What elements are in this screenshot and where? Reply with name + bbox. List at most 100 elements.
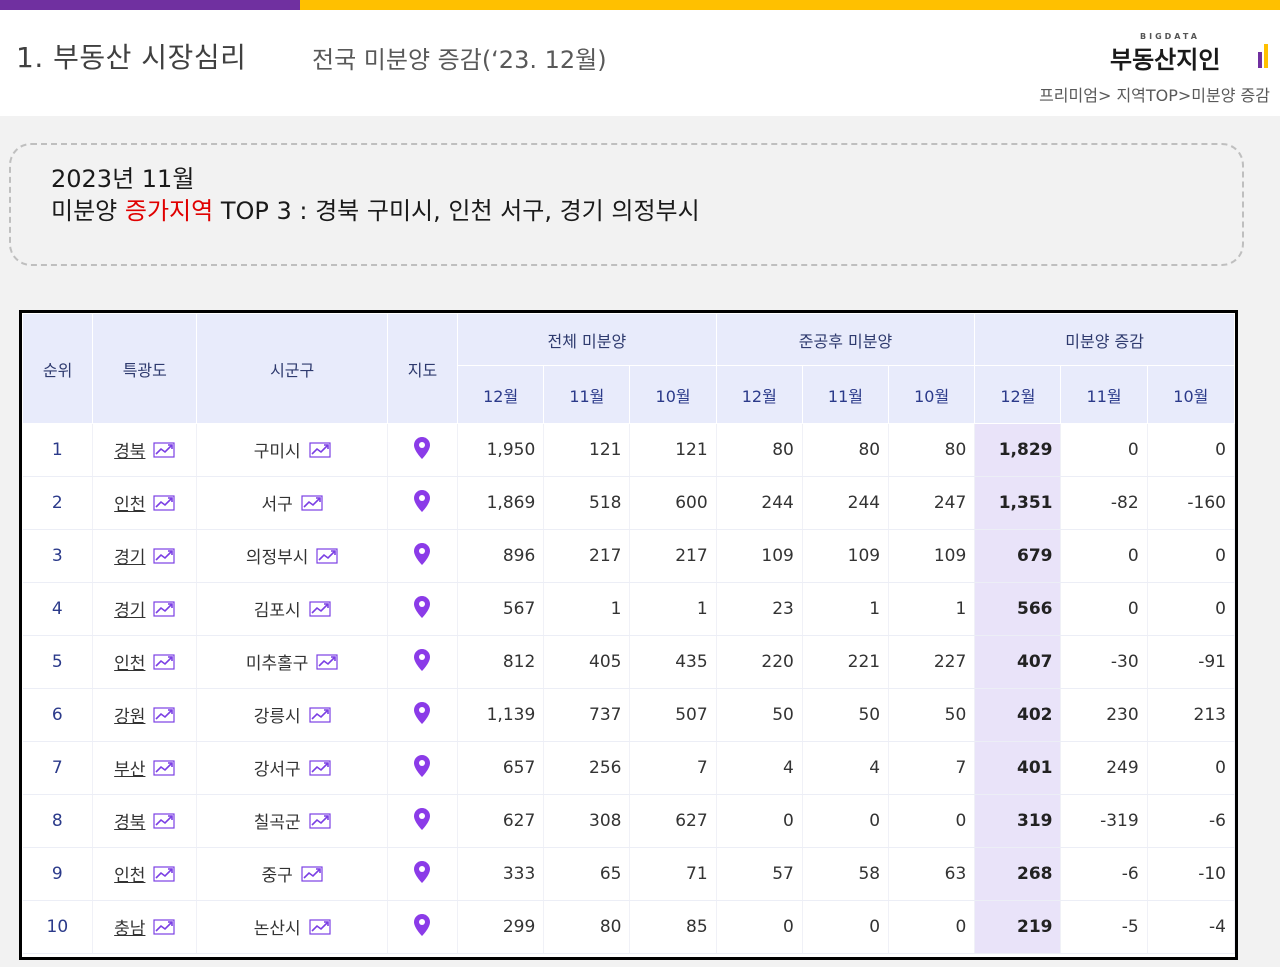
table-row: 9 인천 중구 333 65 71 57 58 63 268 -6 -10 xyxy=(22,847,1236,901)
trend-chart-icon[interactable] xyxy=(153,601,176,622)
map-cell xyxy=(387,741,459,795)
change-nov-cell: -6 xyxy=(1060,847,1148,901)
province-link[interactable]: 경기 xyxy=(114,548,146,569)
trend-chart-icon[interactable] xyxy=(153,495,176,516)
map-pin-icon[interactable] xyxy=(414,701,431,729)
top-accent-purple xyxy=(0,0,300,10)
trend-chart-icon[interactable] xyxy=(153,548,176,569)
total-nov-cell: 1 xyxy=(543,582,631,636)
completed-nov-cell: 80 xyxy=(802,423,890,477)
header-month[interactable]: 11월 xyxy=(1060,365,1148,424)
total-dec-cell: 299 xyxy=(457,900,545,954)
map-pin-icon[interactable] xyxy=(414,648,431,676)
rank-cell: 4 xyxy=(22,582,94,636)
header-month[interactable]: 11월 xyxy=(801,365,890,424)
city-cell: 서구 xyxy=(196,476,388,530)
change-nov-cell: 0 xyxy=(1060,582,1148,636)
map-pin-icon[interactable] xyxy=(414,754,431,782)
table-row: 2 인천 서구 1,869 518 600 244 244 247 1,351 -82 -160 xyxy=(22,476,1236,530)
trend-chart-icon[interactable] xyxy=(301,866,323,887)
table-row: 8 경북 칠곡군 627 308 627 0 0 0 319 -319 -6 xyxy=(22,794,1236,848)
trend-chart-icon[interactable] xyxy=(153,813,176,834)
total-oct-cell: 627 xyxy=(629,794,717,848)
total-oct-cell: 85 xyxy=(629,900,717,954)
total-nov-cell: 256 xyxy=(543,741,631,795)
trend-chart-icon[interactable] xyxy=(153,707,176,728)
map-pin-icon[interactable] xyxy=(414,436,431,464)
table-row: 3 경기 의정부시 896 217 217 109 109 109 679 0 0 xyxy=(22,529,1236,583)
province-cell: 경기 xyxy=(92,582,198,636)
header-month[interactable]: 12월 xyxy=(974,365,1062,424)
province-link[interactable]: 인천 xyxy=(114,866,146,887)
total-dec-cell: 657 xyxy=(457,741,545,795)
header-month[interactable]: 10월 xyxy=(629,365,717,424)
completed-dec-cell: 244 xyxy=(716,476,803,530)
change-nov-cell: 0 xyxy=(1060,423,1148,477)
trend-chart-icon[interactable] xyxy=(309,813,331,834)
completed-nov-cell: 221 xyxy=(802,635,890,689)
city-cell: 구미시 xyxy=(196,423,388,477)
map-cell xyxy=(387,794,459,848)
top-accent-bar xyxy=(0,0,1280,10)
trend-chart-icon[interactable] xyxy=(309,919,331,940)
trend-chart-icon[interactable] xyxy=(153,866,176,887)
ranking-table: 순위 특광도 시군구 지도 전체 미분양 준공후 미분양 미분양 증감 12월 … xyxy=(21,313,1236,954)
province-link[interactable]: 인천 xyxy=(114,654,146,675)
completed-dec-cell: 57 xyxy=(716,847,803,901)
map-pin-icon[interactable] xyxy=(414,595,431,623)
trend-chart-icon[interactable] xyxy=(153,760,176,781)
map-cell xyxy=(387,529,459,583)
map-pin-icon[interactable] xyxy=(414,913,431,941)
map-pin-icon[interactable] xyxy=(414,807,431,835)
map-pin-icon[interactable] xyxy=(414,542,431,570)
callout-highlight: 증가지역 xyxy=(124,197,214,225)
change-dec-cell: 319 xyxy=(974,794,1062,848)
province-cell: 인천 xyxy=(92,847,198,901)
trend-chart-icon[interactable] xyxy=(309,442,331,463)
map-cell xyxy=(387,582,459,636)
province-link[interactable]: 부산 xyxy=(114,760,146,781)
trend-chart-icon[interactable] xyxy=(316,548,339,569)
completed-nov-cell: 0 xyxy=(802,794,890,848)
province-link[interactable]: 충남 xyxy=(114,919,146,940)
map-pin-icon[interactable] xyxy=(414,860,431,888)
trend-chart-icon[interactable] xyxy=(153,919,176,940)
completed-nov-cell: 4 xyxy=(802,741,890,795)
change-oct-cell: -6 xyxy=(1147,794,1236,848)
completed-dec-cell: 0 xyxy=(716,794,803,848)
trend-chart-icon[interactable] xyxy=(301,495,323,516)
province-link[interactable]: 경북 xyxy=(114,813,146,834)
trend-chart-icon[interactable] xyxy=(153,654,176,675)
change-dec-cell: 1,351 xyxy=(974,476,1062,530)
trend-chart-icon[interactable] xyxy=(309,760,331,781)
header-unsold-change: 미분양 증감 xyxy=(974,313,1235,366)
change-oct-cell: -160 xyxy=(1147,476,1236,530)
header-month[interactable]: 11월 xyxy=(543,365,631,424)
map-cell xyxy=(387,635,459,689)
trend-chart-icon[interactable] xyxy=(153,442,176,463)
brand-logo[interactable]: BIGDATA 부동산지인 xyxy=(1110,32,1270,76)
trend-chart-icon[interactable] xyxy=(309,707,331,728)
header-month[interactable]: 12월 xyxy=(457,365,545,424)
province-link[interactable]: 인천 xyxy=(114,495,146,516)
table-row: 7 부산 강서구 657 256 7 4 4 7 401 249 0 xyxy=(22,741,1236,795)
table-body: 1 경북 구미시 1,950 121 121 80 80 80 1,829 0 0 2 인천 서구 1,869… xyxy=(22,423,1236,954)
change-oct-cell: 0 xyxy=(1147,529,1236,583)
table-row: 1 경북 구미시 1,950 121 121 80 80 80 1,829 0 0 xyxy=(22,423,1236,477)
header-month[interactable]: 10월 xyxy=(1146,365,1236,424)
trend-chart-icon[interactable] xyxy=(316,654,339,675)
table-row: 6 강원 강릉시 1,139 737 507 50 50 50 402 230 213 xyxy=(22,688,1236,742)
total-oct-cell: 1 xyxy=(629,582,717,636)
trend-chart-icon[interactable] xyxy=(309,601,331,622)
city-label: 의정부시 xyxy=(245,548,309,569)
province-link[interactable]: 경기 xyxy=(114,601,146,622)
completed-oct-cell: 7 xyxy=(888,741,976,795)
province-link[interactable]: 강원 xyxy=(114,707,146,728)
header-month[interactable]: 12월 xyxy=(715,365,803,424)
province-link[interactable]: 경북 xyxy=(114,442,146,463)
map-cell xyxy=(387,847,459,901)
map-pin-icon[interactable] xyxy=(414,489,431,517)
header-month[interactable]: 10월 xyxy=(888,365,976,424)
total-nov-cell: 308 xyxy=(543,794,631,848)
city-label: 미추홀구 xyxy=(245,654,309,675)
